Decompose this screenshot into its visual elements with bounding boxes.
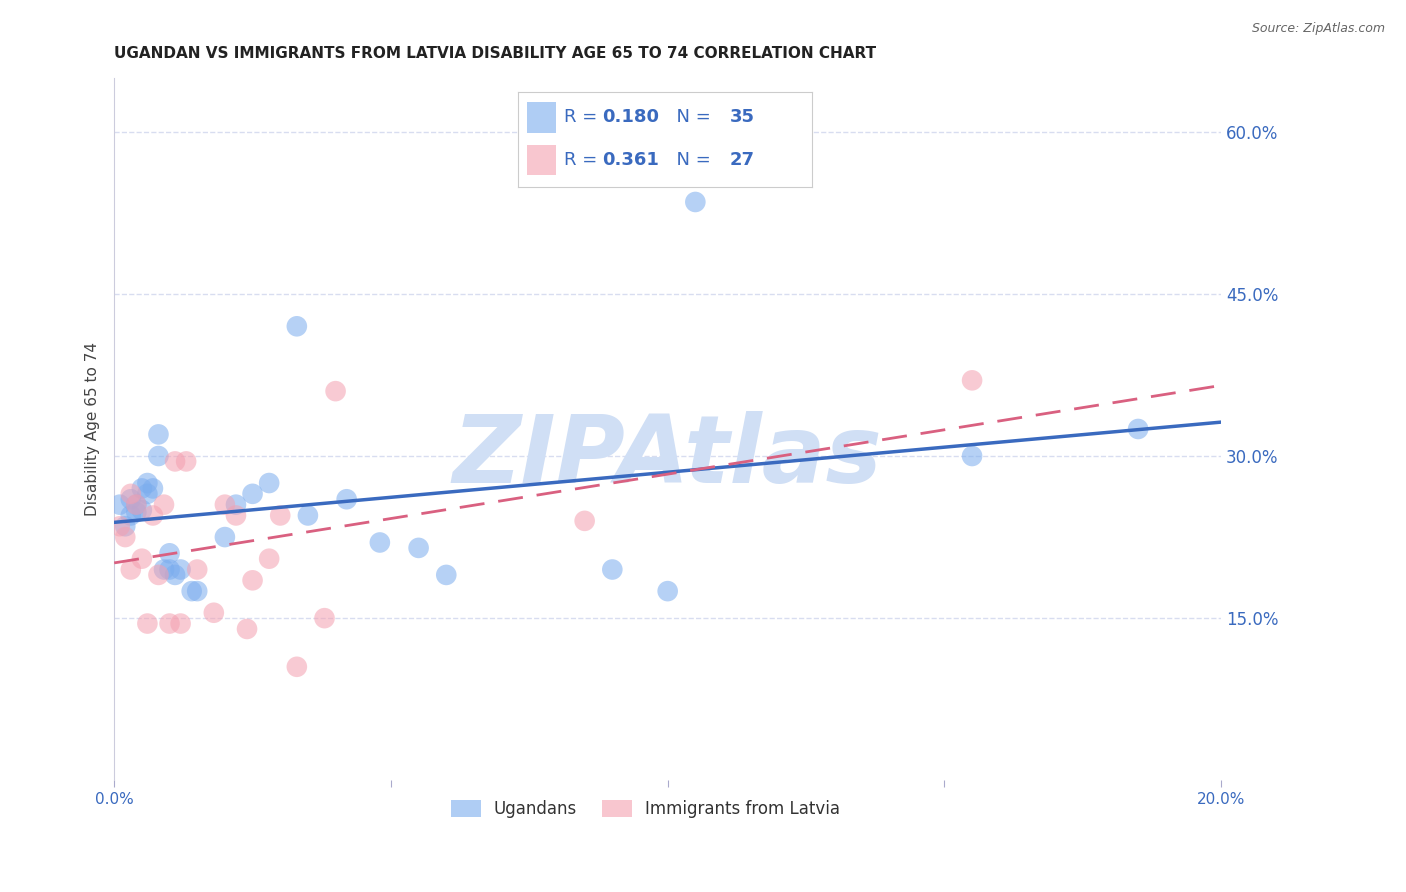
Point [368,535,391,549]
Point [434,568,457,582]
Text: Source: ZipAtlas.com: Source: ZipAtlas.com [1251,22,1385,36]
Point [120,562,142,576]
Point [159,562,181,576]
Point [336,492,359,507]
Point [214,498,236,512]
Point [574,514,596,528]
Point [148,568,170,582]
Text: UGANDAN VS IMMIGRANTS FROM LATVIA DISABILITY AGE 65 TO 74 CORRELATION CHART: UGANDAN VS IMMIGRANTS FROM LATVIA DISABI… [114,46,876,62]
Point [120,508,142,523]
Point [960,449,983,463]
Point [169,616,191,631]
Point [108,498,131,512]
Point [131,482,153,496]
Point [180,584,202,599]
Point [214,530,236,544]
Point [142,508,165,523]
Point [148,449,170,463]
Point [153,498,176,512]
Point [186,584,208,599]
Point [136,476,159,491]
Point [169,562,191,576]
Point [125,505,148,519]
Point [114,530,136,544]
Point [269,508,291,523]
Point [408,541,430,555]
Point [285,319,308,334]
Point [242,574,264,588]
Point [120,492,142,507]
Point [153,562,176,576]
Point [285,660,308,674]
Point [325,384,347,399]
Point [125,498,148,512]
Point [174,454,197,468]
Point [202,606,225,620]
Point [131,551,153,566]
Y-axis label: Disability Age 65 to 74: Disability Age 65 to 74 [86,342,100,516]
Point [236,622,259,636]
Legend: Ugandans, Immigrants from Latvia: Ugandans, Immigrants from Latvia [444,793,848,825]
Point [685,194,707,209]
Point [657,584,679,599]
Point [165,568,187,582]
Point [159,616,181,631]
Point [960,373,983,387]
Point [602,562,624,576]
Point [120,487,142,501]
Point [108,519,131,533]
Point [257,476,280,491]
Point [1126,422,1149,436]
Point [136,487,159,501]
Point [125,498,148,512]
Point [242,487,264,501]
Text: ZIPAtlas: ZIPAtlas [453,411,883,503]
Point [159,546,181,560]
Point [225,498,247,512]
Point [114,519,136,533]
Point [186,562,208,576]
Point [165,454,187,468]
Point [225,508,247,523]
Point [257,551,280,566]
Point [297,508,319,523]
Point [131,503,153,517]
Point [314,611,336,625]
Point [142,482,165,496]
Point [148,427,170,442]
Point [136,616,159,631]
